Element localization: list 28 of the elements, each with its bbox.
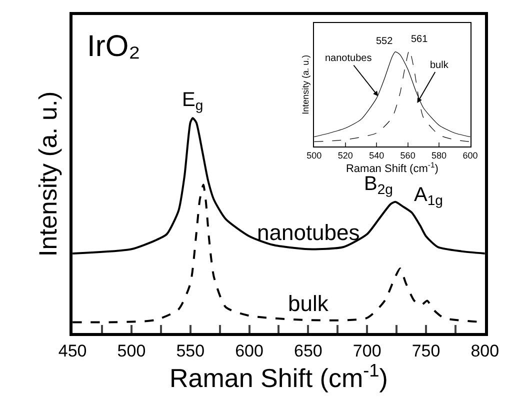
annotation: A$_{1g}$ xyxy=(414,184,443,208)
x-tick-label: 650 xyxy=(294,341,322,360)
y-axis-title: Intensity (a. u.) xyxy=(34,91,62,257)
x-tick-label: 500 xyxy=(306,150,322,160)
annotation: E$_{g}$ xyxy=(182,89,204,114)
y-axis-title: Intensity (a. u.) xyxy=(300,54,310,114)
annotation: nanotubes xyxy=(325,53,372,64)
x-tick-label: 550 xyxy=(176,341,205,360)
x-tick-label: 450 xyxy=(58,341,87,360)
x-tick-label: 750 xyxy=(412,341,440,360)
x-tick-label: 520 xyxy=(338,150,353,160)
x-tick-label: 700 xyxy=(352,341,382,360)
series-label: bulk xyxy=(288,291,330,316)
annotation: 552 xyxy=(376,36,394,47)
x-tick-label: 560 xyxy=(400,150,416,160)
x-tick-label: 600 xyxy=(462,150,478,160)
annotation: 561 xyxy=(411,34,428,45)
chart-title: IrO₂ xyxy=(87,30,140,63)
x-tick-label: 580 xyxy=(432,150,447,160)
annotation: bulk xyxy=(430,60,450,71)
x-tick-label: 800 xyxy=(470,341,500,360)
x-axis-title: Raman Shift (cm$^{-1}$) xyxy=(346,160,438,175)
annotation: B$_{2g}$ xyxy=(364,173,393,198)
series-label: nanotubes xyxy=(257,220,360,245)
x-tick-label: 500 xyxy=(117,341,146,360)
x-axis-title: Raman Shift (cm$^{-1}$) xyxy=(170,360,388,394)
x-tick-label: 600 xyxy=(235,341,264,360)
x-tick-label: 540 xyxy=(369,150,384,160)
